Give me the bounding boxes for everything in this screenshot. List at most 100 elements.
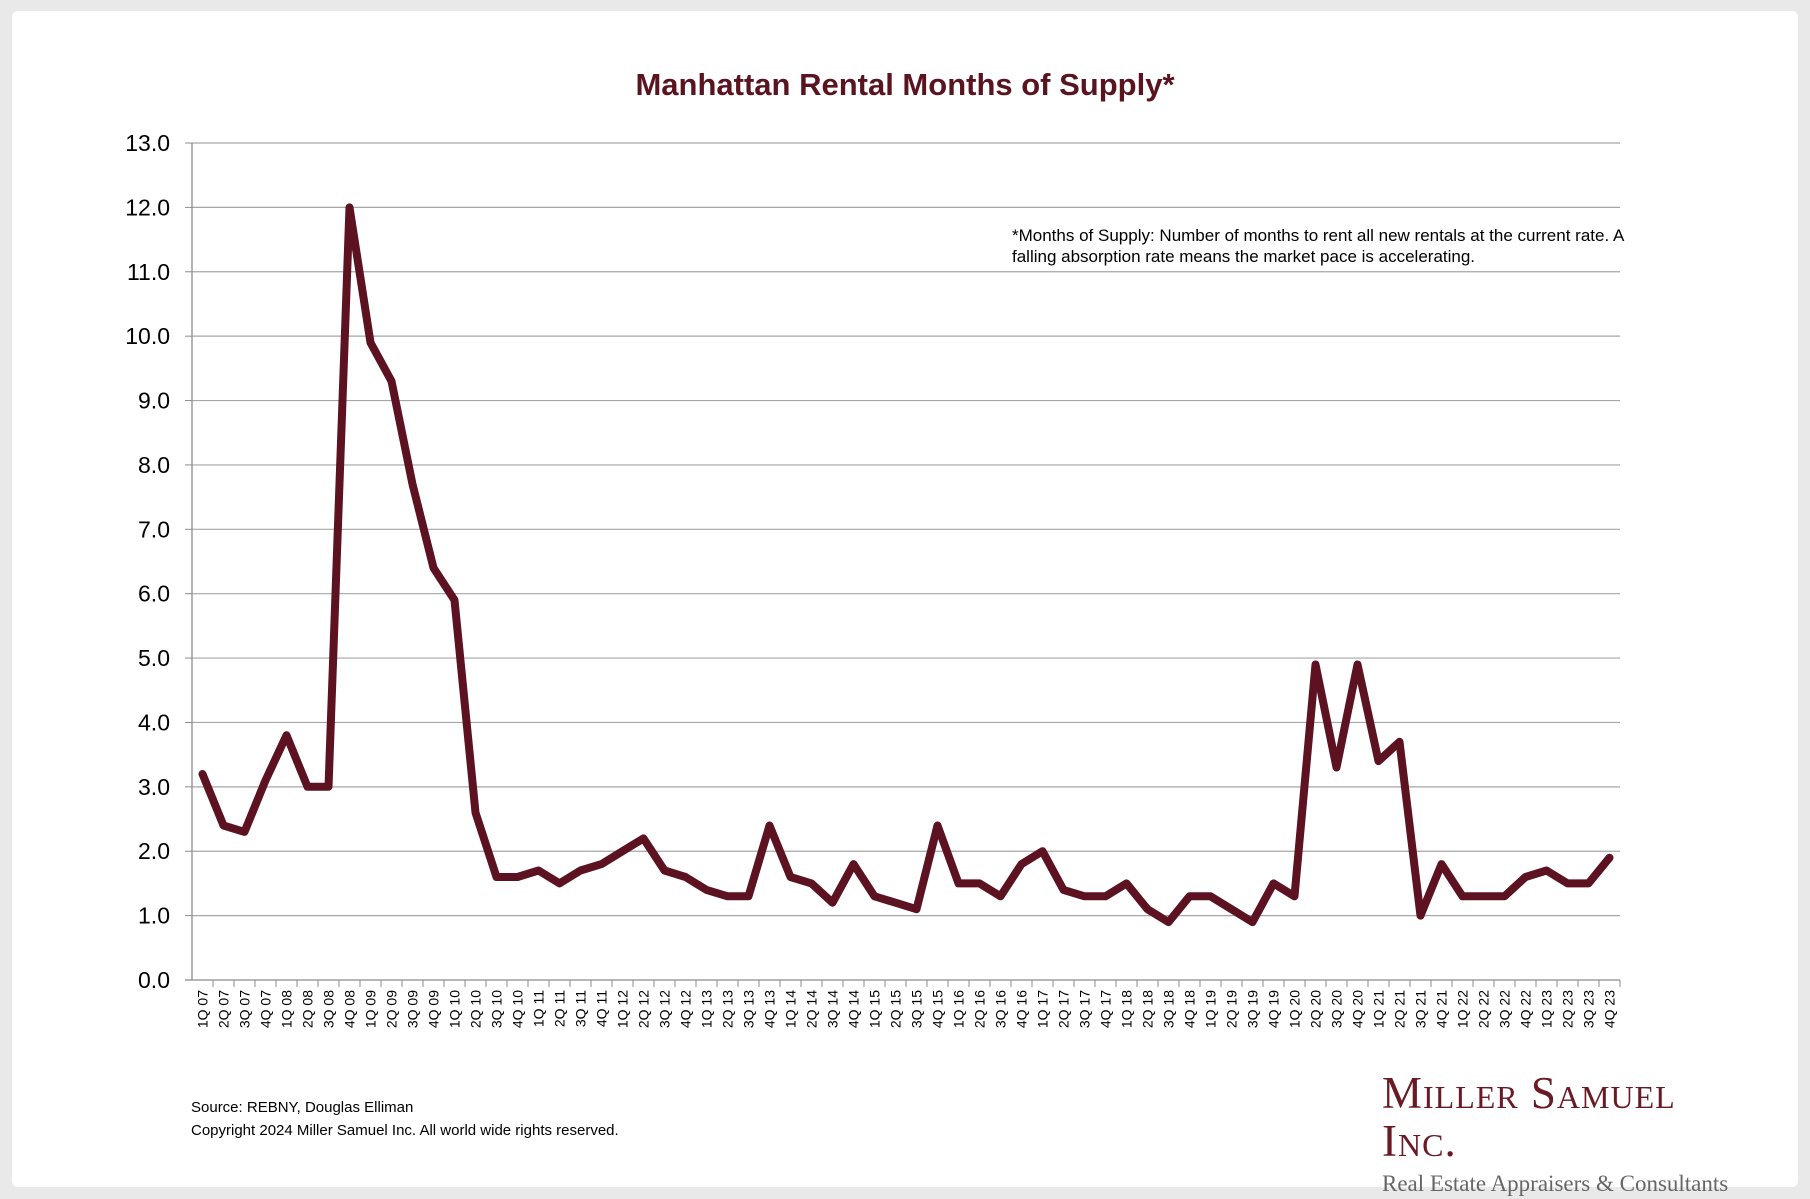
x-tick-label: 4Q 12 [678,990,694,1028]
data-point [724,892,731,900]
data-point [1585,879,1592,887]
x-tick-label: 4Q 20 [1350,990,1366,1028]
footer: Source: REBNY, Douglas Elliman Copyright… [191,1096,619,1142]
x-tick-label: 2Q 21 [1392,990,1408,1028]
data-point [1375,757,1382,765]
x-tick-label: 1Q 16 [951,990,967,1028]
x-tick-label: 2Q 13 [720,990,736,1028]
x-tick-label: 4Q 23 [1602,990,1618,1028]
data-point [1039,847,1046,855]
data-point [766,821,773,829]
y-tick-label: 8.0 [138,452,170,478]
data-point [976,879,983,887]
x-tick-label: 1Q 10 [447,990,463,1028]
data-point [1123,879,1130,887]
x-tick-label: 1Q 23 [1539,990,1555,1028]
y-tick-label: 0.0 [138,967,170,993]
y-tick-label: 6.0 [138,581,170,607]
x-tick-label: 1Q 18 [1119,990,1135,1028]
x-tick-label: 2Q 20 [1308,990,1324,1028]
x-tick-label: 1Q 15 [867,990,883,1028]
data-point [304,783,311,791]
data-point [577,867,584,875]
data-point [1144,905,1151,913]
company-logo: Miller Samuel Inc. Real Estate Appraiser… [1382,1069,1752,1199]
logo-name: Miller Samuel Inc. [1382,1068,1676,1166]
data-point [1354,661,1361,669]
x-tick-label: 2Q 17 [1056,990,1072,1028]
data-point [934,821,941,829]
x-tick-label: 2Q 23 [1560,990,1576,1028]
data-point [472,809,479,817]
data-point [850,860,857,868]
x-tick-label: 3Q 21 [1413,990,1429,1028]
y-tick-label: 7.0 [138,516,170,542]
data-point [199,770,206,778]
x-tick-label: 2Q 22 [1476,990,1492,1028]
chart-card: Manhattan Rental Months of Supply* 0.0 1.… [12,11,1798,1196]
x-tick-label: 4Q 18 [1182,990,1198,1028]
x-tick-label: 2Q 10 [468,990,484,1028]
data-point [619,847,626,855]
data-point [871,892,878,900]
data-point [1501,892,1508,900]
data-point [367,339,374,347]
data-point [430,564,437,572]
data-point [997,892,1004,900]
x-tick-label: 3Q 13 [741,990,757,1028]
x-tick-label: 2Q 11 [552,990,568,1027]
y-tick-label: 4.0 [138,709,170,735]
data-point [220,821,227,829]
data-point [1606,854,1613,862]
x-tick-label: 4Q 13 [762,990,778,1028]
x-tick-label: 3Q 10 [489,990,505,1028]
x-tick-label: 4Q 19 [1266,990,1282,1028]
x-tick-label: 3Q 16 [993,990,1009,1028]
data-point [913,905,920,913]
data-point [493,873,500,881]
data-point [955,879,962,887]
x-tick-label: 1Q 20 [1287,990,1303,1028]
data-point [598,860,605,868]
chart-annotation: *Months of Supply: Number of months to r… [1012,226,1624,266]
x-tick-label: 1Q 08 [279,990,295,1028]
data-point [241,828,248,836]
data-point [451,596,458,604]
data-point [262,776,269,784]
x-tick-label: 3Q 23 [1581,990,1597,1028]
data-point [1564,879,1571,887]
y-tick-label: 5.0 [138,645,170,671]
data-point [1018,860,1025,868]
data-point [1312,661,1319,669]
data-point [346,203,353,211]
data-point [283,731,290,739]
data-point [556,879,563,887]
x-tick-label: 1Q 17 [1035,990,1051,1028]
data-point [1522,873,1529,881]
data-point [661,867,668,875]
data-point [1102,892,1109,900]
x-tick-label: 2Q 08 [300,990,316,1028]
y-tick-label: 13.0 [125,130,170,156]
x-tick-label: 3Q 18 [1161,990,1177,1028]
data-point [787,873,794,881]
x-tick-label: 1Q 19 [1203,990,1219,1028]
data-point [1417,912,1424,920]
y-tick-label: 11.0 [127,259,170,285]
data-point [1081,892,1088,900]
data-point [1291,892,1298,900]
x-tick-label: 4Q 21 [1434,990,1450,1028]
x-tick-label: 4Q 15 [930,990,946,1028]
x-tick-label: 2Q 16 [972,990,988,1028]
x-tick-label: 4Q 17 [1098,990,1114,1028]
x-tick-label: 2Q 12 [636,990,652,1028]
data-point [514,873,521,881]
x-tick-label: 2Q 09 [384,990,400,1028]
data-point [388,377,395,385]
x-tick-label: 1Q 21 [1371,990,1387,1028]
data-point [682,873,689,881]
data-point [1480,892,1487,900]
line-chart: 0.0 1.0 2.0 3.0 4.0 5.0 6.0 7.0 8.0 9.0 10.0 11.0 12… [125,130,1621,1028]
x-tick-label: 3Q 12 [657,990,673,1028]
x-tick-label: 3Q 22 [1497,990,1513,1028]
